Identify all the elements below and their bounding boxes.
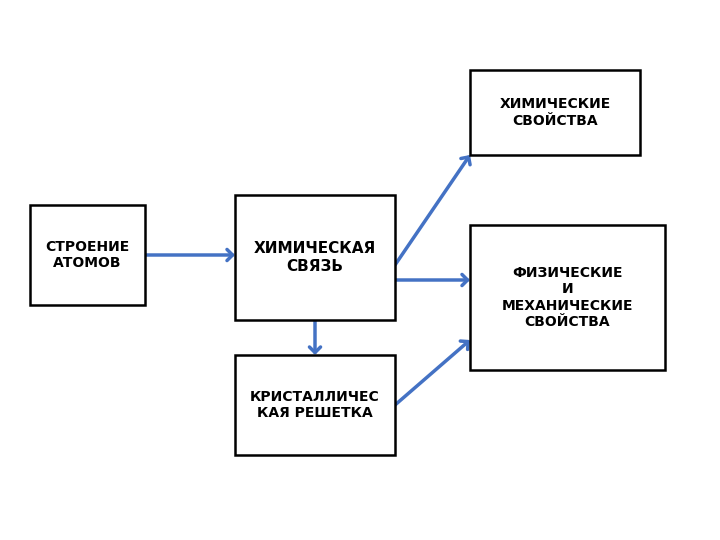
- Bar: [235, 195, 395, 320]
- Bar: [470, 225, 665, 370]
- Bar: [30, 205, 145, 305]
- Text: ХИМИЧЕСКИЕ
СВОЙСТВА: ХИМИЧЕСКИЕ СВОЙСТВА: [500, 97, 611, 127]
- Text: ФИЗИЧЕСКИЕ
И
МЕХАНИЧЕСКИЕ
СВОЙСТВА: ФИЗИЧЕСКИЕ И МЕХАНИЧЕСКИЕ СВОЙСТВА: [502, 266, 634, 329]
- Text: СТРОЕНИЕ
АТОМОВ: СТРОЕНИЕ АТОМОВ: [45, 240, 130, 270]
- Text: КРИСТАЛЛИЧЕС
КАЯ РЕШЕТКА: КРИСТАЛЛИЧЕС КАЯ РЕШЕТКА: [250, 390, 380, 420]
- Text: ХИМИЧЕСКАЯ
СВЯЗЬ: ХИМИЧЕСКАЯ СВЯЗЬ: [254, 241, 376, 274]
- Bar: [235, 355, 395, 455]
- Bar: [470, 70, 640, 155]
